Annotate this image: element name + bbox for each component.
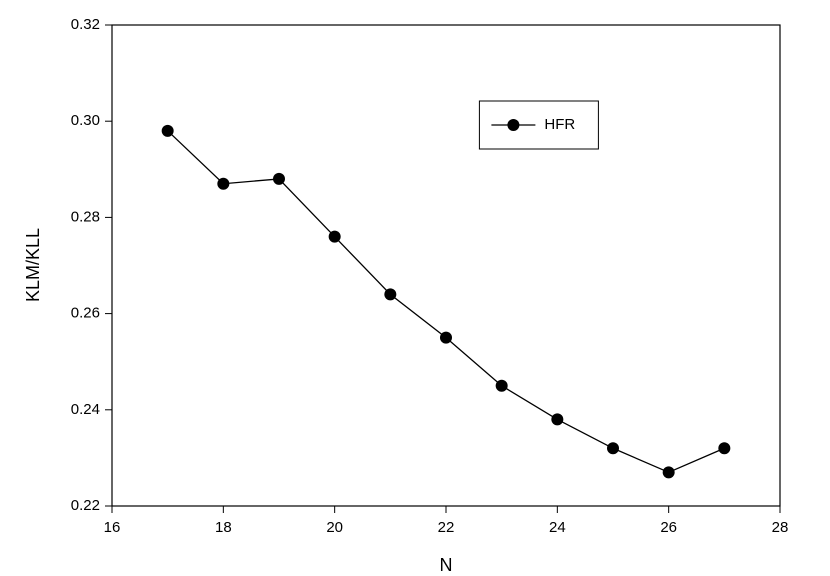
data-point — [161, 124, 174, 137]
data-point — [495, 379, 508, 392]
y-tick-label: 0.26 — [71, 305, 100, 322]
data-point — [662, 466, 675, 479]
y-axis-label: KLM/KLL — [23, 228, 43, 302]
series-line — [167, 130, 725, 474]
x-tick-label: 28 — [772, 519, 789, 536]
x-axis-label: N — [440, 555, 453, 575]
y-tick-label: 0.30 — [71, 112, 100, 129]
x-tick-label: 18 — [215, 519, 232, 536]
x-tick-label: 24 — [549, 519, 566, 536]
x-tick-label: 26 — [660, 519, 677, 536]
data-point — [217, 177, 230, 190]
data-point — [718, 442, 731, 455]
y-tick-label: 0.22 — [71, 497, 100, 514]
data-point — [551, 413, 564, 426]
data-point — [328, 230, 341, 243]
x-tick-label: 16 — [104, 519, 121, 536]
data-point — [607, 442, 619, 455]
data-point — [384, 288, 397, 301]
data-point — [273, 172, 285, 185]
legend-label: HFR — [544, 116, 575, 133]
plot-frame — [111, 24, 781, 507]
y-tick-label: 0.28 — [71, 208, 100, 225]
legend-marker — [507, 119, 520, 131]
x-tick-label: 22 — [438, 519, 455, 536]
x-tick-label: 20 — [326, 519, 343, 536]
y-tick-label: 0.32 — [71, 16, 100, 33]
y-tick-label: 0.24 — [71, 401, 100, 418]
data-point — [440, 331, 452, 344]
